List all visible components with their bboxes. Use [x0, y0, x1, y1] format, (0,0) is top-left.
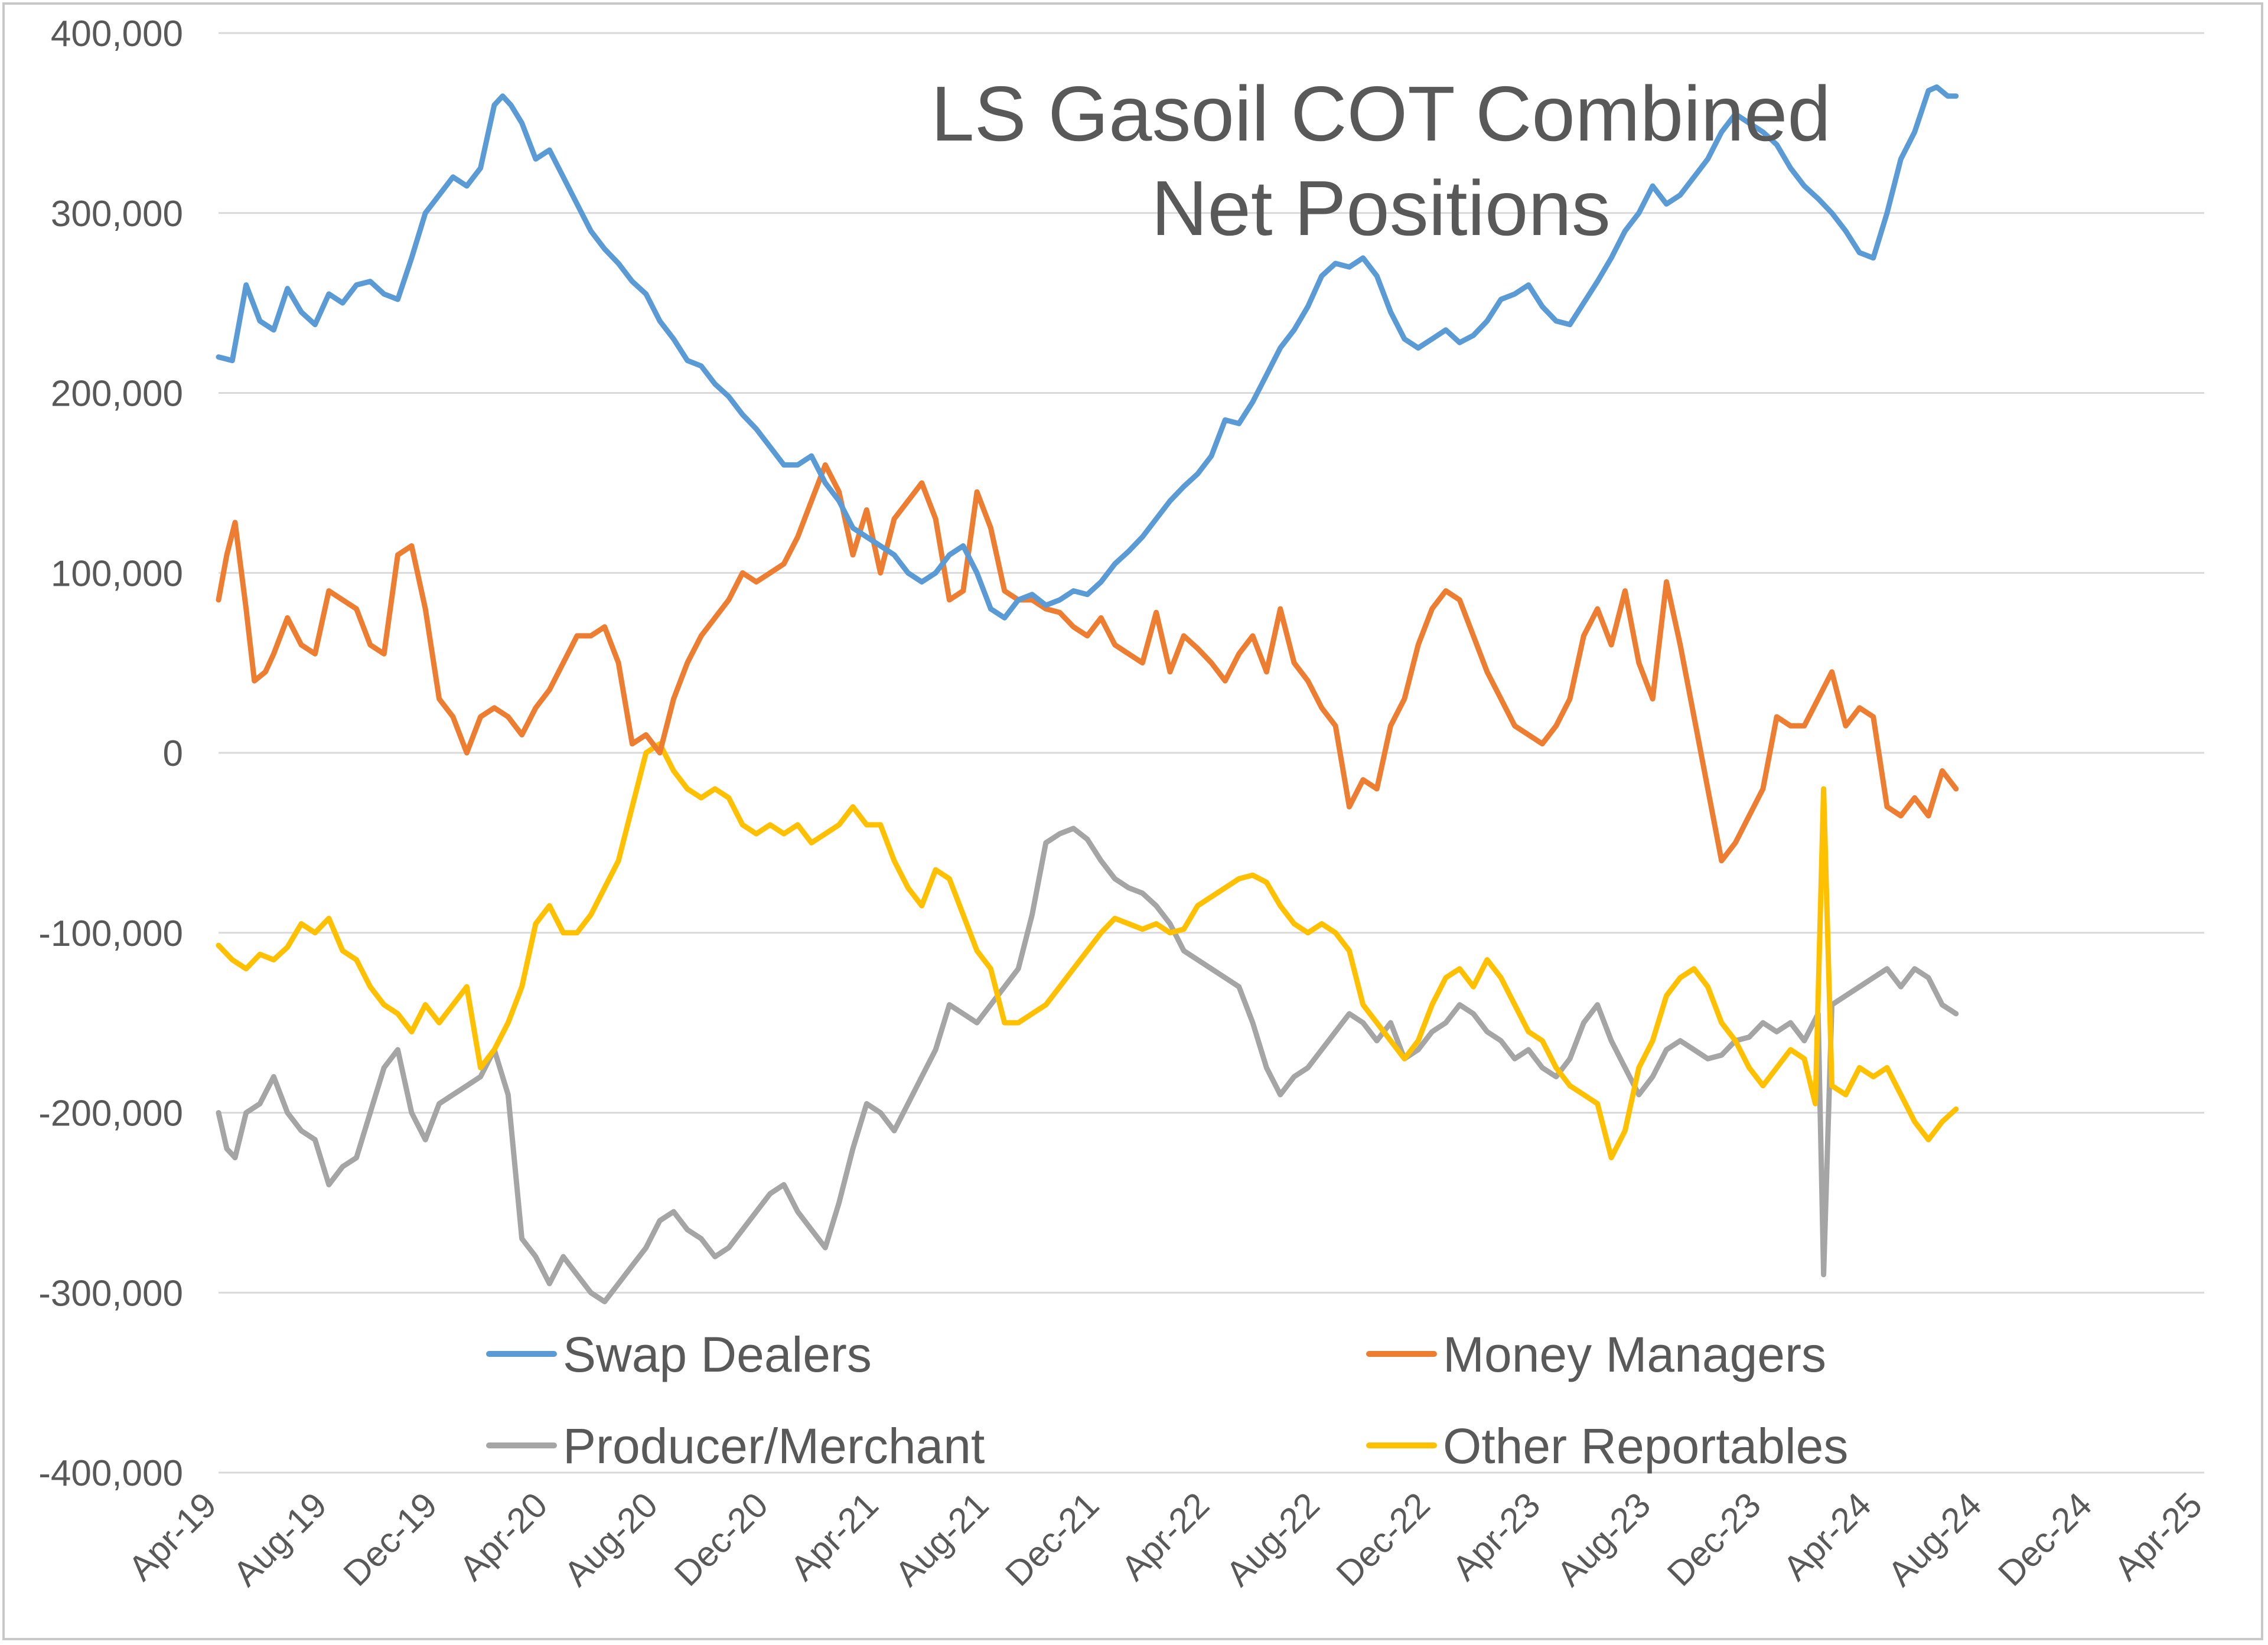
x-tick-label: Apr-23 [1445, 1485, 1548, 1588]
series-line-producer-merchant [216, 825, 1959, 1304]
chart-title-line-2: Net Positions [1151, 165, 1611, 252]
x-tick-label: Dec-24 [1990, 1485, 2099, 1594]
line-chart: 400,000 300,000 200,000 100,000 0 -100,000 -20… [38, 14, 2210, 1594]
legend-label: Other Reportables [1443, 1418, 1848, 1474]
x-tick-label: Dec-21 [998, 1485, 1106, 1594]
x-tick-label: Apr-21 [783, 1485, 886, 1588]
y-tick-label: 100,000 [51, 553, 183, 594]
x-tick-label: Dec-19 [336, 1485, 445, 1594]
x-tick-label: Dec-23 [1660, 1485, 1768, 1594]
x-tick-label: Aug-21 [887, 1485, 996, 1594]
x-tick-label: Apr-20 [452, 1485, 555, 1588]
x-tick-label: Aug-20 [556, 1485, 665, 1594]
x-tick-label: Dec-22 [1329, 1485, 1438, 1594]
x-tick-label: Dec-20 [667, 1485, 775, 1594]
x-tick-label: Apr-24 [1775, 1485, 1879, 1588]
y-axis-tick-labels: 400,000 300,000 200,000 100,000 0 -100,000 -20… [38, 14, 183, 1494]
series-lines [216, 84, 1959, 1304]
x-tick-label: Apr-19 [120, 1485, 224, 1588]
chart-title-line-1: LS Gasoil COT Combined [931, 70, 1831, 157]
x-tick-label: Aug-24 [1880, 1485, 1989, 1594]
series-line-money-managers [216, 462, 1959, 864]
series-line-swap-dealers [216, 84, 1959, 621]
x-axis-tick-labels: Apr-19 Aug-19 Dec-19 Apr-20 Aug-20 Dec-20 Apr-… [120, 1485, 2210, 1594]
legend-label: Producer/Merchant [563, 1418, 985, 1474]
legend-label: Swap Dealers [563, 1327, 872, 1382]
legend-label: Money Managers [1443, 1327, 1826, 1382]
x-tick-label: Aug-19 [226, 1485, 334, 1594]
x-tick-label: Apr-25 [2106, 1485, 2210, 1588]
x-tick-label: Aug-22 [1218, 1485, 1327, 1594]
y-tick-label: 300,000 [51, 194, 183, 234]
legend: Swap Dealers Money Managers Producer/Merch… [486, 1327, 1848, 1474]
y-tick-label: -300,000 [38, 1273, 183, 1314]
x-tick-label: Aug-23 [1549, 1485, 1658, 1594]
y-tick-label: 400,000 [51, 14, 183, 54]
y-tick-label: 0 [163, 733, 183, 774]
y-tick-label: -400,000 [38, 1453, 183, 1494]
gridlines [219, 32, 2204, 1474]
y-tick-label: -100,000 [38, 913, 183, 954]
y-tick-label: -200,000 [38, 1094, 183, 1134]
x-tick-label: Apr-22 [1113, 1485, 1217, 1588]
y-tick-label: 200,000 [51, 374, 183, 414]
series-line-other-reportables [216, 741, 1959, 1161]
